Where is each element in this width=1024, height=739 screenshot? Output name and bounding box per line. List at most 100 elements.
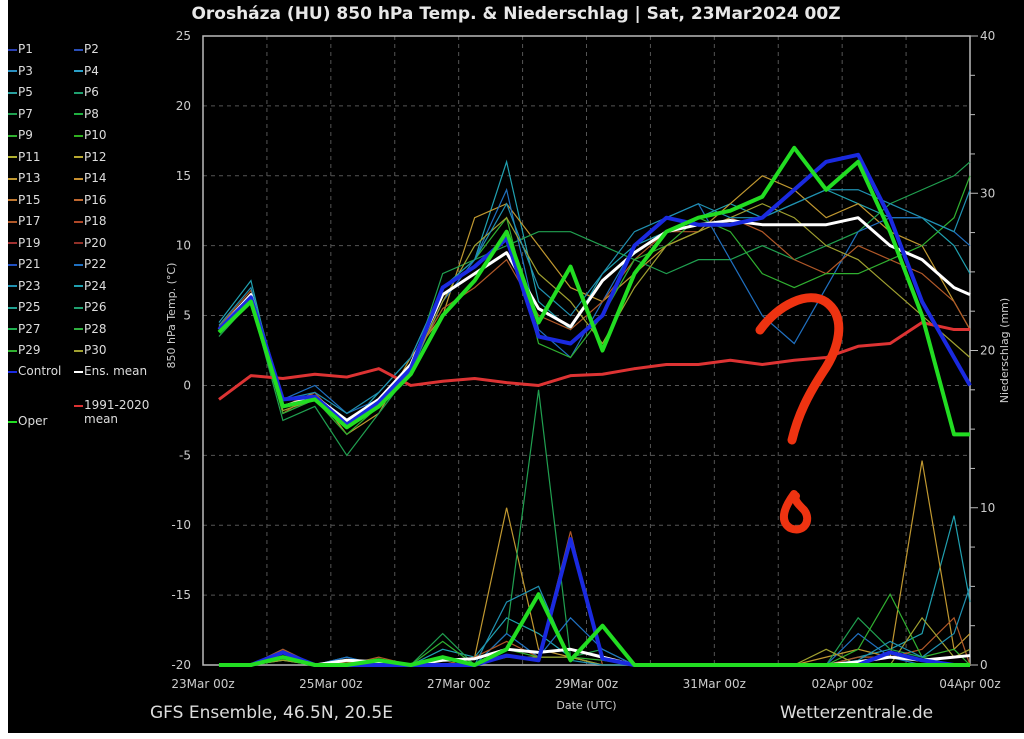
legend-item-p24: P24 (74, 279, 107, 293)
question-mark-dot-annotation (779, 490, 812, 534)
legend-label: Ens. mean (84, 364, 148, 378)
legend-swatch (8, 177, 17, 180)
y2-tick-label: 0 (980, 658, 988, 672)
legend-item-p15: P15 (8, 193, 41, 207)
legend-label: P5 (18, 85, 33, 99)
series-precip-line-oper (218, 592, 970, 667)
member-temp-line (218, 175, 971, 436)
legend-label: P1 (18, 42, 33, 56)
legend-swatch (8, 349, 17, 352)
legend-item-p16: P16 (74, 193, 107, 207)
legend-swatch (8, 370, 17, 373)
series-temp-line-ens-mean (217, 216, 971, 422)
legend-item-p7: P7 (8, 107, 33, 121)
legend-swatch (8, 328, 17, 330)
series-temp-line-oper (217, 145, 970, 437)
legend-item-p18: P18 (74, 214, 107, 228)
legend-label: P28 (84, 321, 107, 336)
legend-item-p17: P17 (8, 214, 41, 228)
legend-label: P12 (84, 149, 107, 164)
plot-area: 25 20 15 10 5 0 -5 -10 -15 -20 40 30 20 10 0 23Mar 00z 2… (165, 29, 1011, 712)
member-precip-line (218, 531, 971, 666)
question-mark-annotation (755, 293, 844, 445)
legend-swatch (8, 285, 17, 287)
legend-item-ens-mean: Ens. mean (74, 364, 147, 378)
legend-label: P29 (18, 343, 41, 357)
legend-swatch (8, 242, 17, 244)
legend-item-p9: P9 (8, 128, 33, 142)
legend-swatch (8, 134, 17, 137)
legend-item-p29: P29 (8, 343, 41, 357)
legend-label: P26 (84, 300, 107, 314)
legend-item-p6: P6 (74, 85, 99, 99)
legend-swatch (8, 156, 17, 158)
legend-label: mean (84, 412, 119, 426)
x-tick-label: 25Mar 00z (299, 677, 362, 691)
x-tick-label: 04Apr 00z (939, 677, 1000, 691)
legend-item-p28: P28 (74, 322, 107, 336)
y-tick-label: 25 (176, 29, 191, 43)
y-tick-label: -15 (171, 588, 191, 602)
legend-item-p12: P12 (74, 150, 107, 164)
legend-swatch (74, 91, 83, 94)
legend-label: Oper (18, 414, 48, 428)
legend-swatch (74, 370, 83, 373)
legend-swatch (8, 263, 17, 266)
legend-label: P21 (18, 257, 41, 271)
legend-item-p2: P2 (74, 42, 99, 56)
legend-label: P4 (84, 63, 99, 78)
y-tick-label: 0 (183, 378, 191, 392)
legend-label: P14 (84, 171, 107, 185)
y-tick-label: 5 (183, 309, 191, 323)
legend-label: P2 (84, 42, 99, 56)
legend-label: 1991-2020 (84, 398, 150, 412)
member-temp-line (218, 189, 971, 415)
x-axis-label: Date (UTC) (556, 699, 616, 712)
y-tick-label: 15 (176, 169, 191, 183)
legend-item-p23: P23 (8, 279, 41, 293)
legend-swatch (74, 48, 83, 51)
legend-item-p25: P25 (8, 300, 41, 314)
legend-label: P11 (18, 149, 41, 164)
legend-item-p19: P19 (8, 236, 41, 250)
legend-swatch (8, 306, 17, 309)
chart-title: Orosháza (HU) 850 hPa Temp. & Niederschl… (191, 4, 841, 24)
legend-label: P27 (18, 321, 41, 336)
legend-label: P16 (84, 192, 107, 207)
legend-item-oper: Oper (8, 414, 47, 428)
legend-item-p5: P5 (8, 85, 33, 99)
y-tick-label: 10 (176, 239, 191, 253)
legend-swatch (74, 177, 83, 180)
x-tick-label: 27Mar 00z (427, 677, 490, 691)
chart-frame: Orosháza (HU) 850 hPa Temp. & Niederschl… (8, 0, 1024, 733)
legend-item-p22: P22 (74, 257, 107, 271)
legend-swatch (74, 328, 83, 330)
legend-label: P23 (18, 278, 41, 293)
series-temp-line-1991-2020-mean (218, 321, 970, 401)
legend-label: P19 (18, 235, 41, 250)
source-credit: Wetterzentrale.de (780, 703, 934, 723)
legend-item-p27: P27 (8, 322, 41, 336)
legend-item-control: Control (8, 364, 61, 378)
legend-item-p10: P10 (74, 128, 107, 142)
legend-swatch (74, 113, 83, 115)
legend-swatch (74, 263, 83, 266)
legend-label: P24 (84, 278, 107, 293)
member-temp-line (218, 203, 971, 426)
legend-label: P22 (84, 257, 107, 271)
y-tick-label: -20 (171, 658, 191, 672)
legend-label: P6 (84, 85, 99, 99)
x-tick-label: 23Mar 00z (171, 677, 234, 691)
member-precip-line (218, 515, 971, 666)
legend-label: P10 (84, 128, 107, 142)
legend-item-p11: P11 (8, 150, 41, 164)
legend-swatch (74, 404, 83, 407)
legend-swatch (74, 134, 83, 137)
legend-swatch (8, 220, 17, 223)
legend-label: P3 (18, 63, 33, 78)
member-precip-line (218, 616, 970, 666)
legend-swatch (8, 48, 17, 51)
legend-swatch (74, 199, 83, 201)
y-tick-label: 20 (176, 99, 191, 113)
legend-label: P20 (84, 235, 107, 250)
